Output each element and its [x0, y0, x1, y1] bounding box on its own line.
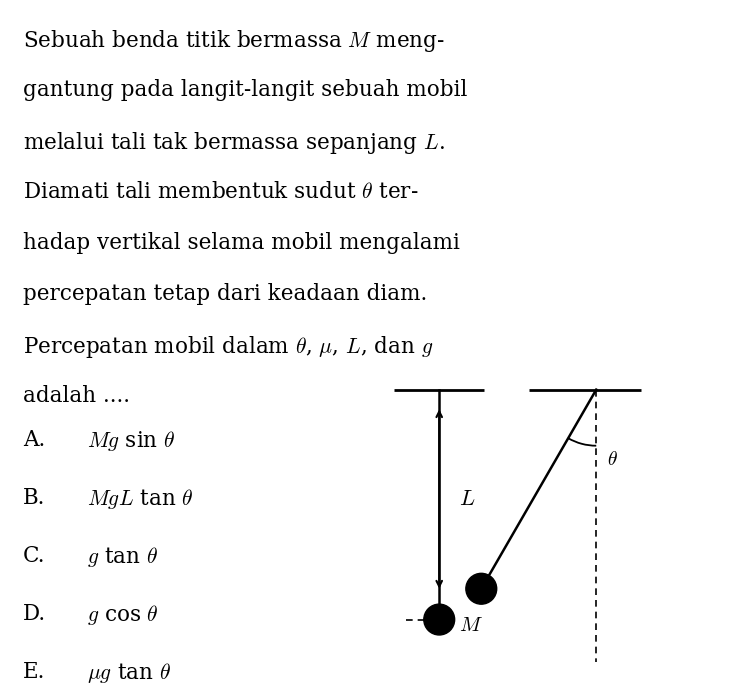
Circle shape — [466, 573, 497, 604]
Text: adalah ....: adalah .... — [23, 385, 130, 407]
Text: Diamati tali membentuk sudut $\theta$ ter-: Diamati tali membentuk sudut $\theta$ te… — [23, 181, 418, 203]
Text: percepatan tetap dari keadaan diam.: percepatan tetap dari keadaan diam. — [23, 283, 427, 305]
Text: $M$: $M$ — [459, 616, 482, 634]
Text: $\mu g$ tan $\theta$: $\mu g$ tan $\theta$ — [87, 661, 171, 685]
Text: $MgL$ tan $\theta$: $MgL$ tan $\theta$ — [87, 487, 194, 511]
Text: E.: E. — [23, 661, 45, 683]
Text: A.: A. — [23, 429, 45, 452]
Text: gantung pada langit-langit sebuah mobil: gantung pada langit-langit sebuah mobil — [23, 79, 467, 101]
Text: melalui tali tak bermassa sepanjang $L$.: melalui tali tak bermassa sepanjang $L$. — [23, 130, 445, 156]
Text: $L$: $L$ — [459, 488, 476, 510]
Text: Sebuah benda titik bermassa $M$ meng-: Sebuah benda titik bermassa $M$ meng- — [23, 28, 445, 54]
Text: hadap vertikal selama mobil mengalami: hadap vertikal selama mobil mengalami — [23, 232, 460, 254]
Text: $Mg$ sin $\theta$: $Mg$ sin $\theta$ — [87, 429, 175, 453]
Text: C.: C. — [23, 545, 45, 567]
Text: $\theta$: $\theta$ — [608, 451, 618, 469]
Text: D.: D. — [23, 603, 46, 625]
Text: Percepatan mobil dalam $\theta$, $\mu$, $L$, dan $g$: Percepatan mobil dalam $\theta$, $\mu$, … — [23, 334, 433, 359]
Text: $g$ cos $\theta$: $g$ cos $\theta$ — [87, 603, 159, 627]
Text: B.: B. — [23, 487, 45, 510]
Text: $g$ tan $\theta$: $g$ tan $\theta$ — [87, 545, 158, 569]
Circle shape — [424, 604, 454, 635]
